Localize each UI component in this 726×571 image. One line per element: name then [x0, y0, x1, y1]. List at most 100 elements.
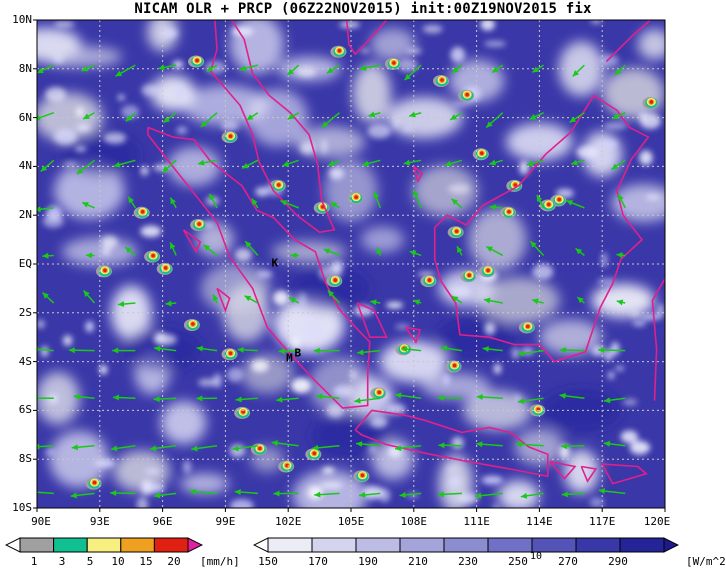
cloud-fleck: [272, 290, 290, 306]
cloud-patch: [563, 449, 599, 494]
wind-vector: [529, 240, 545, 256]
cloud-fleck: [599, 140, 618, 149]
cloud-fleck: [45, 449, 56, 455]
wind-vector: [529, 112, 544, 121]
coastline: [404, 326, 422, 344]
cloud-fleck: [322, 467, 335, 474]
cloud-fleck: [481, 475, 503, 485]
longitude-tick-label: 96E: [152, 515, 173, 528]
wind-vector: [273, 490, 299, 497]
rain-cell-core: [427, 278, 432, 282]
vector-reference-label: 10: [530, 551, 542, 562]
colorbar-tick-label: 290: [608, 555, 628, 568]
cloud-fleck: [136, 497, 149, 508]
wind-vector: [196, 345, 218, 352]
wind-vector: [113, 159, 136, 168]
olr-bar-swatches: [253, 537, 679, 553]
cloud-patch: [110, 285, 152, 341]
cloud-fleck: [328, 167, 344, 180]
colorbar-swatch: [487, 537, 533, 553]
rain-cell-core: [354, 195, 358, 199]
rain-cell-core: [452, 363, 457, 368]
wind-vector: [517, 349, 544, 357]
cloud-fleck: [291, 377, 312, 394]
cloud-fleck: [289, 336, 301, 349]
cloud-fleck: [637, 111, 648, 121]
wind-vector: [440, 345, 463, 352]
cloud-fleck: [442, 374, 451, 386]
cloud-patch: [180, 473, 229, 494]
colorbar-tick-label: 20: [167, 555, 181, 568]
wind-vector: [40, 159, 55, 173]
cloud-fleck: [513, 394, 522, 402]
wind-vector: [153, 396, 177, 403]
wind-vector: [112, 394, 136, 401]
longitude-tick-label: 93E: [89, 515, 110, 528]
wind-vector: [403, 159, 422, 166]
wind-vector: [165, 300, 177, 307]
wind-vector: [196, 395, 218, 402]
wind-vector: [251, 198, 259, 209]
wind-vector: [603, 397, 626, 404]
coastline: [549, 460, 577, 480]
rain-cell-core: [479, 151, 484, 155]
longitude-tick-label: 99E: [215, 515, 236, 528]
wind-vector: [125, 112, 136, 122]
rain-cell-core: [486, 268, 490, 273]
city-markers: K M B: [271, 256, 301, 364]
cloud-fleck: [140, 225, 162, 238]
colorbar-arrow-right: [663, 537, 679, 553]
wind-vector: [323, 248, 340, 257]
longitude-tick-label: 90E: [31, 515, 51, 528]
rain-cell-core: [557, 197, 562, 202]
cloud-fleck: [320, 138, 328, 154]
rain-cell-core: [507, 209, 511, 214]
latitude-tick-label: 2N: [18, 208, 32, 222]
cloud-fleck: [607, 371, 615, 380]
cloud-fleck: [103, 132, 127, 144]
wind-vector: [614, 64, 626, 76]
wind-vector: [82, 290, 96, 304]
colorbar-tick-label: 3: [58, 555, 66, 568]
wind-vector: [71, 444, 95, 451]
wind-vector: [362, 159, 381, 167]
latitude-tick-label: 4S: [18, 354, 32, 368]
wind-vector: [449, 112, 463, 121]
cloud-fleck: [610, 342, 620, 356]
cloud-fleck: [221, 120, 239, 132]
cloud-patch: [514, 428, 565, 466]
wind-vector: [154, 345, 177, 352]
colorbar-swatch: [153, 537, 189, 553]
cloud-fleck: [117, 94, 125, 101]
cloud-fleck: [229, 499, 254, 508]
cloud-fleck: [300, 142, 315, 155]
wind-vector: [276, 396, 299, 403]
cloud-fleck: [657, 303, 665, 319]
cloud-fleck: [559, 444, 570, 460]
longitude-tick-label: 102E: [274, 515, 302, 528]
cloud-fleck: [63, 162, 78, 167]
rain-cell-core: [241, 410, 245, 414]
cloud-fleck: [402, 126, 414, 132]
cloud-fleck: [480, 20, 495, 31]
colorbar-tick-label: 1: [30, 555, 38, 568]
latitude-tick-label: 8S: [18, 452, 32, 466]
wind-vector: [526, 159, 544, 167]
wind-vector: [271, 440, 299, 447]
latitude-tick-label: 6S: [18, 403, 32, 417]
wind-vector: [409, 111, 422, 118]
wind-vector: [162, 112, 177, 124]
wind-vector: [232, 445, 258, 452]
rain-cell-core: [526, 324, 530, 329]
cloud-fleck: [493, 363, 502, 375]
wind-vector: [290, 252, 299, 259]
cloud-fleck: [368, 443, 377, 454]
olr-unit: [W/m^2]: [686, 555, 726, 568]
cloud-fleck: [641, 313, 661, 321]
cloud-fleck: [492, 505, 500, 508]
wind-vector: [482, 346, 503, 353]
rain-cell-core: [649, 100, 654, 104]
wind-vector: [158, 64, 177, 71]
wind-vector: [280, 199, 299, 209]
wind-vector: [316, 393, 340, 400]
